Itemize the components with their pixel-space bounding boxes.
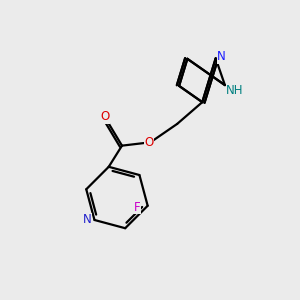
Text: O: O <box>100 110 110 123</box>
Text: O: O <box>144 136 153 149</box>
Text: F: F <box>134 201 140 214</box>
Text: N: N <box>217 50 226 63</box>
Text: N: N <box>83 214 92 226</box>
Text: NH: NH <box>226 84 244 97</box>
